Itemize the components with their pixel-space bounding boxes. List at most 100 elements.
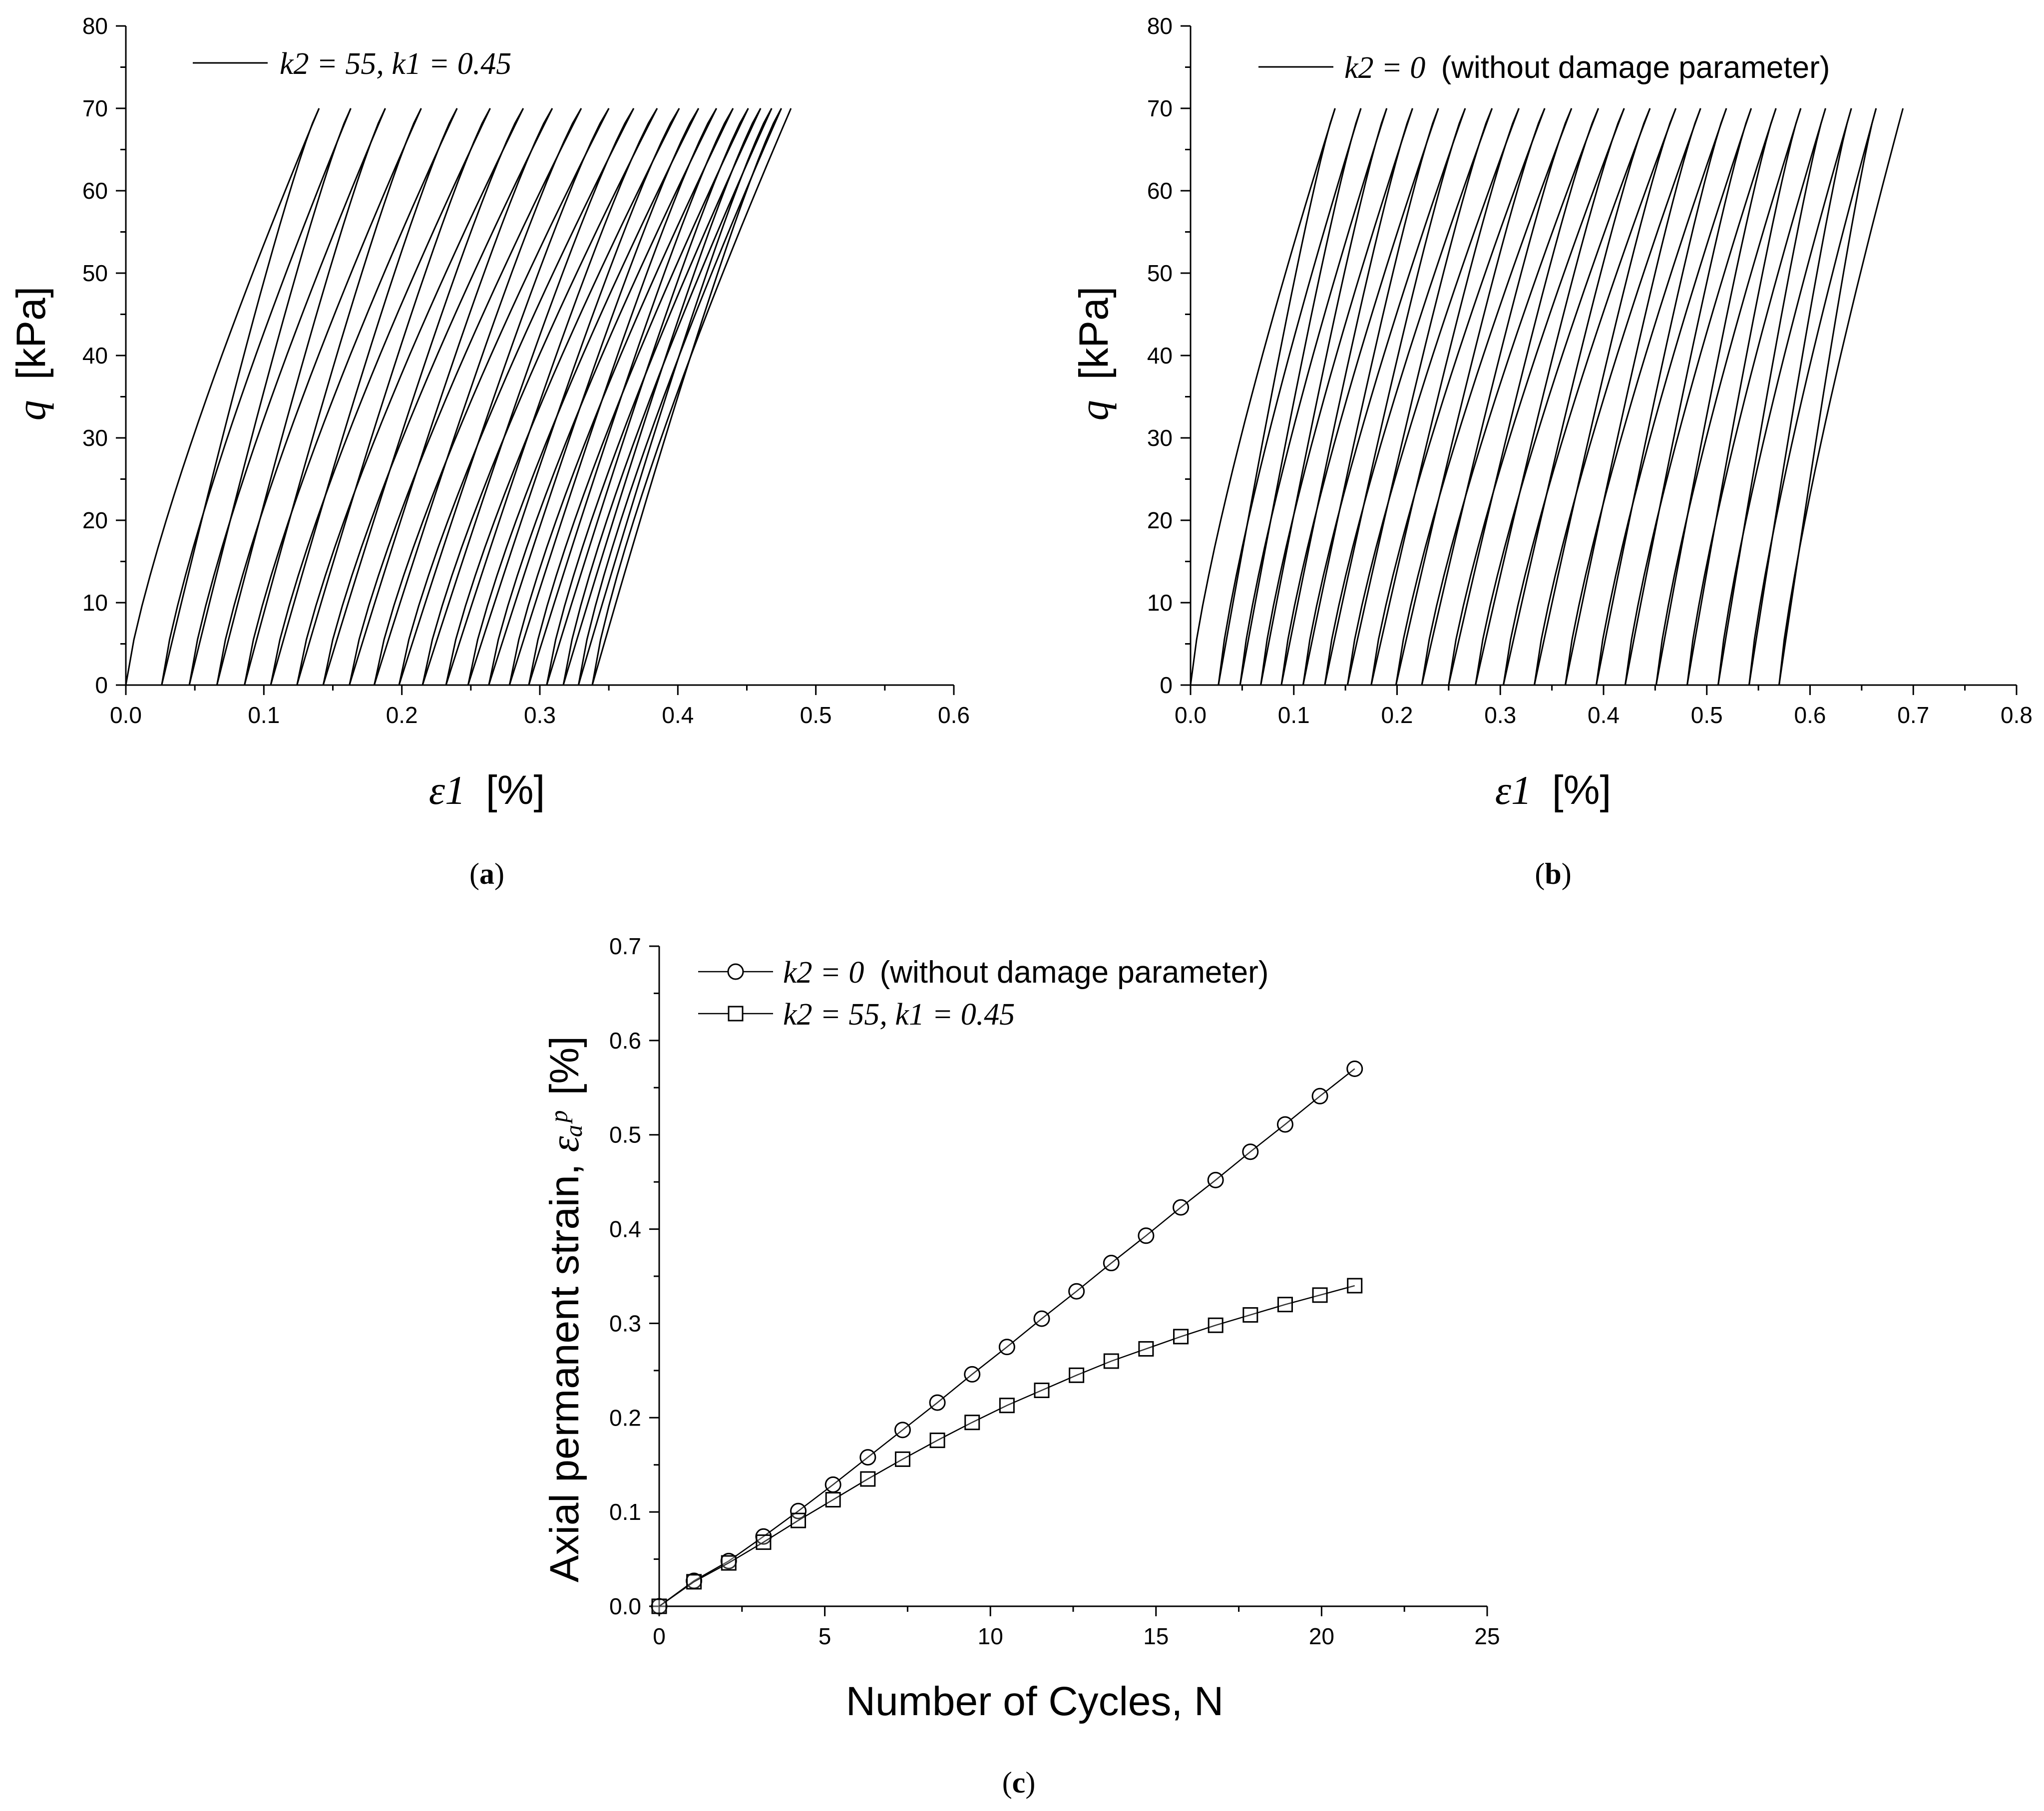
data-point-square <box>929 1433 945 1449</box>
unloading-branch <box>1346 108 1493 686</box>
panel-c-y-axis-title: Axial permanent strain, εₐᵖ [%] <box>542 1036 587 1582</box>
y-tick-label: 10 <box>82 590 108 616</box>
data-point-circle <box>1033 1310 1050 1327</box>
loading-branch <box>1565 108 1727 686</box>
unloading-branch <box>1239 108 1362 686</box>
loading-branch <box>322 108 553 686</box>
data-point-circle <box>1276 1116 1293 1133</box>
panel-c-legend-text-circle: (without damage parameter) <box>880 955 1269 990</box>
unloading-branch <box>1370 108 1520 686</box>
panel-b-x-unit: [%] <box>1552 767 1611 813</box>
loading-branch <box>1475 108 1651 686</box>
x-tick-label: 0.8 <box>2001 702 2033 728</box>
y-tick-label: 0.7 <box>609 933 641 959</box>
panel-b-caption: (b) <box>1535 857 1571 890</box>
loading-branch <box>445 108 680 686</box>
unloading-branch <box>349 108 553 686</box>
loading-branch <box>1395 108 1573 686</box>
loading-branch <box>1370 108 1546 686</box>
unloading-branch <box>528 108 734 686</box>
unloading-branch <box>488 108 700 686</box>
panel-b-axes <box>1181 25 2018 695</box>
panel-c-caption-letter: c <box>1012 1766 1026 1799</box>
x-tick-label: 0.0 <box>1175 702 1207 728</box>
x-tick-label: 0.4 <box>1588 702 1620 728</box>
y-tick-label: 70 <box>82 95 108 121</box>
panel-a-x-tick-labels: 0.0 0.1 0.2 0.3 0.4 0.5 0.6 <box>110 702 970 728</box>
panel-a-loops <box>125 108 792 686</box>
data-point-square <box>1069 1367 1085 1383</box>
data-point-circle <box>1242 1143 1259 1160</box>
loading-branch <box>508 108 734 686</box>
panel-b-legend-label: k2 = 0 (without damage parameter) <box>1344 50 1830 85</box>
y-tick-label: 0.4 <box>609 1216 641 1242</box>
data-point-circle <box>790 1502 807 1519</box>
data-point-circle <box>1346 1061 1363 1078</box>
loading-branch <box>1302 108 1466 686</box>
loading-branch <box>1778 108 1904 686</box>
loading-branch <box>591 108 792 686</box>
loading-branch <box>161 108 352 686</box>
x-tick-label: 0.1 <box>1278 702 1310 728</box>
unloading-branch <box>1448 108 1600 686</box>
y-tick-label: 20 <box>1147 507 1173 533</box>
loading-branch <box>1280 108 1439 686</box>
panel-c-x-tick-labels: 0 5 10 15 20 25 <box>653 1623 1500 1649</box>
loading-branch <box>1534 108 1701 686</box>
unloading-branch <box>546 108 749 686</box>
panel-b-y-tick-labels: 0 10 20 30 40 50 60 70 80 <box>1147 13 1173 698</box>
series-line-circle <box>659 1068 1355 1607</box>
panel-c-x-axis-title: Number of Cycles, N <box>846 1679 1224 1724</box>
unloading-branch <box>1624 108 1752 686</box>
panel-a-axes <box>116 25 955 695</box>
panel-b-x-tick-labels: 0.0 0.1 0.2 0.3 0.4 0.5 0.6 0.7 0.8 <box>1175 702 2033 728</box>
y-tick-label: 0.1 <box>609 1499 641 1525</box>
panel-a-y-unit: [kPa] <box>8 287 54 380</box>
unloading-branch <box>1748 108 1852 686</box>
x-tick-label: 0.5 <box>800 702 832 728</box>
unloading-branch <box>296 108 491 686</box>
loading-branch <box>1686 108 1826 686</box>
data-point-square <box>756 1534 772 1550</box>
y-tick-label: 30 <box>82 425 108 451</box>
y-tick-label: 50 <box>1147 260 1173 286</box>
panel-a-x-axis-title: ε1 [%] <box>429 767 545 813</box>
data-point-square <box>1173 1329 1189 1345</box>
data-point-square <box>1103 1353 1119 1369</box>
loading-branch <box>1748 108 1877 686</box>
panel-c-y-tick-labels: 0.0 0.1 0.2 0.3 0.4 0.5 0.6 0.7 <box>609 933 641 1619</box>
y-tick-label: 20 <box>82 507 108 533</box>
unloading-branch <box>270 108 458 686</box>
unloading-branch <box>508 108 717 686</box>
loading-branch <box>562 108 773 686</box>
loading-branch <box>125 108 320 686</box>
y-tick-label: 0 <box>1160 672 1173 698</box>
unloading-branch <box>467 108 680 686</box>
data-point-circle <box>894 1422 911 1439</box>
data-point-circle <box>1311 1087 1328 1104</box>
unloading-branch <box>1260 108 1388 686</box>
x-tick-label: 0.5 <box>1691 702 1723 728</box>
data-point-circle <box>929 1394 946 1411</box>
data-point-square <box>860 1471 876 1487</box>
unloading-branch <box>1503 108 1651 686</box>
panel-b-y-axis-title: q [kPa] <box>1071 287 1117 421</box>
x-tick-label: 10 <box>978 1623 1003 1649</box>
y-tick-label: 0.0 <box>609 1593 641 1619</box>
panel-c-axes <box>649 945 1488 1616</box>
data-point-square <box>1242 1307 1258 1323</box>
panel-c-caption: (c) <box>1002 1766 1036 1799</box>
x-tick-label: 0.3 <box>1484 702 1516 728</box>
panel-b-loops <box>1190 108 1904 686</box>
x-tick-label: 20 <box>1309 1623 1334 1649</box>
y-tick-label: 60 <box>82 178 108 204</box>
data-point-square <box>1138 1341 1154 1357</box>
panel-a-y-axis-title: q [kPa] <box>8 287 54 421</box>
panel-c-legend-marker-square <box>728 1006 744 1022</box>
data-point-square <box>1347 1278 1363 1294</box>
loading-branch <box>1239 108 1388 686</box>
unloading-branch <box>373 108 582 686</box>
unloading-branch <box>188 108 352 686</box>
unloading-branch <box>1218 108 1336 686</box>
